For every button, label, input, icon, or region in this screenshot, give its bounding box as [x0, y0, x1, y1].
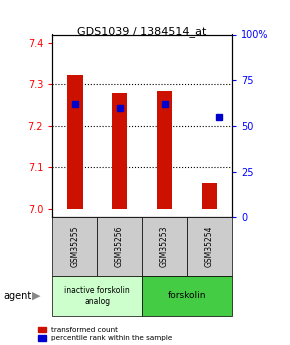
Bar — [112, 93, 128, 209]
Text: GSM35253: GSM35253 — [160, 226, 169, 267]
Text: GSM35256: GSM35256 — [115, 226, 124, 267]
Bar — [157, 91, 173, 209]
Legend: transformed count, percentile rank within the sample: transformed count, percentile rank withi… — [38, 327, 173, 342]
Bar — [202, 183, 218, 209]
Text: ▶: ▶ — [32, 291, 41, 301]
Bar — [67, 75, 83, 209]
Text: GSM35255: GSM35255 — [70, 226, 79, 267]
Text: GDS1039 / 1384514_at: GDS1039 / 1384514_at — [77, 26, 207, 37]
Text: agent: agent — [3, 291, 31, 301]
Text: inactive forskolin
analog: inactive forskolin analog — [64, 286, 130, 306]
Text: GSM35254: GSM35254 — [205, 226, 214, 267]
Text: forskolin: forskolin — [168, 291, 206, 300]
